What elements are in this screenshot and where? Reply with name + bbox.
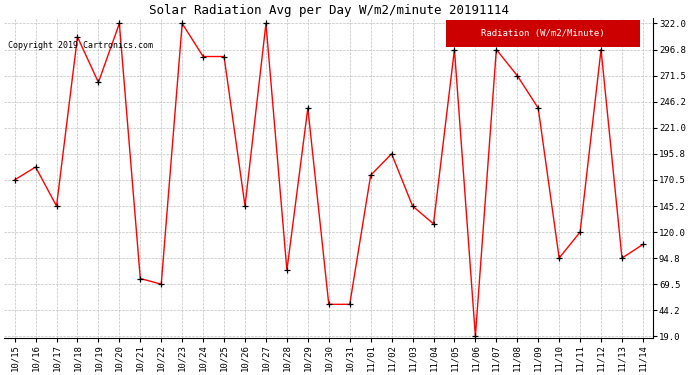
Text: Copyright 2019 Cartronics.com: Copyright 2019 Cartronics.com [8, 41, 152, 50]
Title: Solar Radiation Avg per Day W/m2/minute 20191114: Solar Radiation Avg per Day W/m2/minute … [149, 4, 509, 17]
